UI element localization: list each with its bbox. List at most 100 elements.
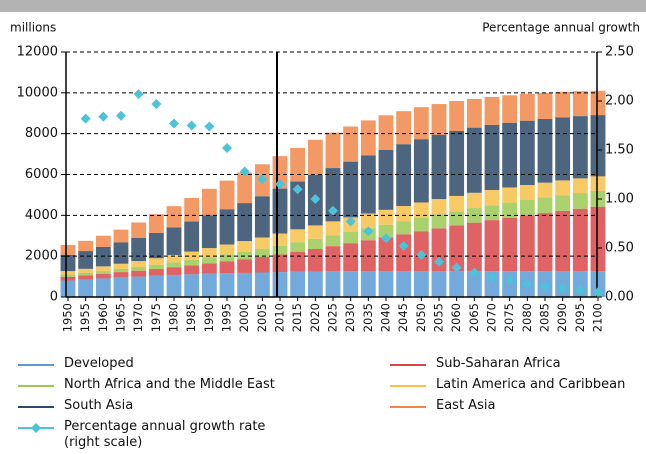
bar-segment (60, 280, 76, 297)
bar-segment (60, 276, 76, 281)
x-tick-label: 1960 (96, 303, 110, 332)
bar-segment (572, 208, 588, 272)
bar-segment (201, 188, 217, 216)
x-tick-label: 2010 (273, 303, 287, 332)
bar-segment (360, 155, 376, 214)
bar-segment (396, 271, 412, 297)
bar-segment (378, 237, 394, 272)
bar-segment (572, 116, 588, 179)
top-band (0, 0, 646, 12)
bar-segment (555, 117, 571, 181)
bar-segment (113, 263, 129, 269)
bar-segment (237, 259, 253, 273)
bar-segment (502, 122, 518, 188)
bar-segment (307, 139, 323, 175)
x-tick-label: 2020 (308, 303, 322, 332)
bar-segment (113, 272, 129, 278)
bar-segment (272, 245, 288, 255)
bar-segment (95, 273, 111, 279)
bar-segment (413, 202, 429, 218)
bar-segment (466, 222, 482, 272)
bar-segment (290, 229, 306, 243)
legend-swatch (18, 423, 54, 433)
x-tick-label: 1980 (167, 303, 181, 332)
bar-segment (219, 273, 235, 297)
bar-segment (254, 248, 270, 257)
growth-marker (469, 267, 480, 278)
bar-segment (237, 251, 253, 260)
bar-segment (396, 144, 412, 207)
bar-segment (555, 210, 571, 272)
bar-segment (148, 264, 164, 270)
y-tick-label: 12000 (17, 45, 58, 60)
bar-segment (131, 222, 147, 238)
bar-segment (519, 200, 535, 216)
bar-segment (431, 104, 447, 135)
bar-segment (219, 209, 235, 245)
growth-marker (328, 205, 338, 216)
x-tick-label: 2075 (502, 303, 516, 332)
bar-segment (95, 266, 111, 271)
bar-segment (78, 272, 94, 276)
bar-segment (502, 217, 518, 272)
growth-marker (80, 113, 91, 124)
x-tick-label: 2045 (396, 303, 410, 332)
bar-segment (166, 274, 182, 297)
y-tick-label: 2000 (25, 249, 58, 264)
x-tick-label: 2080 (520, 303, 534, 332)
legend-item: East Asia (390, 398, 495, 414)
bar-segment (95, 235, 111, 247)
bar-segment (201, 263, 217, 274)
y2-tick-label: 0.50 (605, 241, 634, 256)
x-tick-label: 2025 (326, 303, 340, 332)
bar-segment (537, 197, 553, 214)
bar-segment (307, 271, 323, 297)
bar-segment (449, 211, 465, 226)
bar-segment (95, 270, 111, 274)
legend-item: Latin America and Caribbean (390, 377, 625, 393)
bar-segment (290, 242, 306, 252)
bar-segment (449, 131, 465, 196)
bar-segment (413, 139, 429, 203)
growth-marker (133, 89, 144, 100)
legend-marker (31, 423, 41, 433)
bar-segment (449, 195, 465, 212)
bar-segment (113, 277, 129, 297)
bar-segment (360, 120, 376, 156)
bar-segment (201, 248, 217, 258)
bar-segment (449, 271, 465, 297)
bar-segment (325, 132, 341, 169)
bar-segment (431, 228, 447, 272)
growth-marker (487, 272, 497, 283)
y-tick-label: 6000 (25, 167, 58, 182)
growth-marker (593, 287, 603, 298)
bar-segment (343, 231, 359, 244)
bar-segment (396, 206, 412, 222)
growth-marker (504, 275, 515, 286)
legend-label: Percentage annual growth rate (right sca… (64, 419, 266, 450)
x-tick-label: 2085 (538, 303, 552, 332)
bar-segment (184, 251, 200, 260)
bar-segment (201, 215, 217, 249)
growth-marker (98, 111, 109, 122)
x-tick-label: 1995 (220, 303, 234, 332)
bar-segment (343, 243, 359, 272)
growth-marker (186, 120, 197, 131)
bar-segment (78, 240, 94, 252)
y2-tick-label: 2.50 (605, 45, 634, 60)
bar-segment (184, 259, 200, 266)
bar-segment (555, 195, 571, 211)
bar-segment (396, 111, 412, 145)
x-tick-label: 1990 (202, 303, 216, 332)
bar-segment (343, 126, 359, 162)
bar-segment (484, 124, 500, 191)
legend-swatch (18, 364, 54, 366)
bar-segment (449, 101, 465, 132)
y-tick-label: 8000 (25, 126, 58, 141)
bar-segment (537, 182, 553, 198)
x-tick-label: 1985 (184, 303, 198, 332)
x-tick-label: 1965 (114, 303, 128, 332)
growth-marker (239, 166, 250, 177)
bar-segment (219, 180, 235, 210)
bar-segment (78, 275, 94, 280)
